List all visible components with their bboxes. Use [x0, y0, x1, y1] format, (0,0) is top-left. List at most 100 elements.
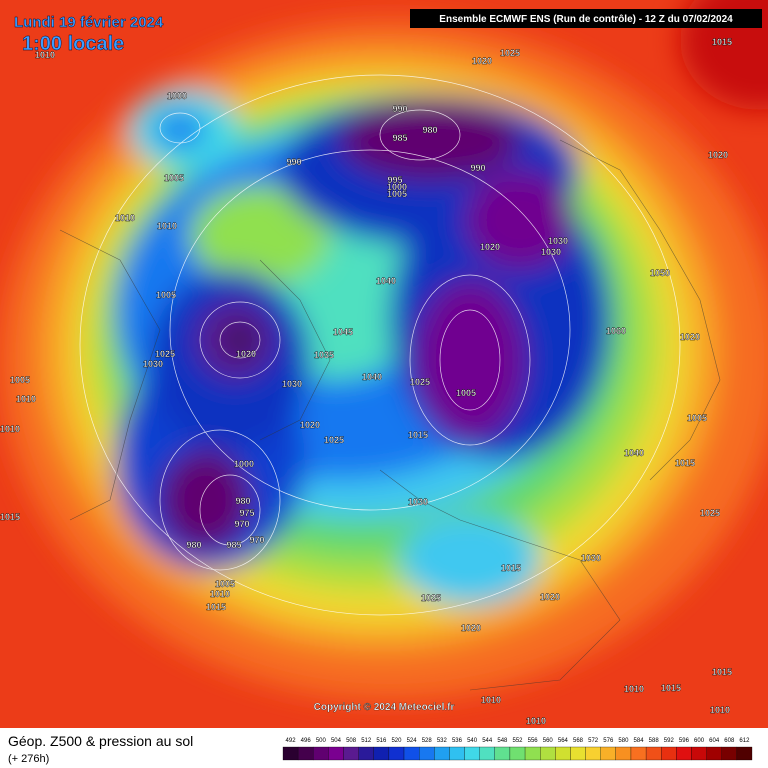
scale-swatch — [645, 746, 662, 761]
scale-label: 504 — [331, 738, 342, 744]
scale-swatch — [509, 746, 526, 761]
pressure-label: 1035 — [314, 350, 334, 360]
pressure-label: 1015 — [675, 458, 695, 468]
isobars — [79, 74, 681, 616]
pressure-label: 1025 — [500, 48, 520, 58]
scale-swatch — [328, 746, 344, 761]
pressure-label: 1010 — [16, 394, 36, 404]
scale-label: 544 — [482, 738, 493, 744]
pressure-label: 1020 — [300, 420, 320, 430]
scale-label: 512 — [361, 738, 372, 744]
scale-swatch — [661, 746, 677, 761]
pressure-label: 1010 — [526, 716, 546, 726]
pressure-label: 1040 — [362, 372, 382, 382]
pressure-labels: 1010102010251015100099098098599099010051… — [0, 37, 732, 726]
scale-label: 568 — [573, 738, 584, 744]
pressure-label: 990 — [286, 157, 301, 167]
pressure-label: 1005 — [164, 173, 184, 183]
scale-label: 540 — [467, 738, 478, 744]
pressure-label: 1025 — [155, 349, 175, 359]
scale-swatch — [600, 746, 616, 761]
pressure-label: 980 — [235, 496, 250, 506]
scale-label: 604 — [709, 738, 720, 744]
model-banner — [410, 9, 762, 28]
copyright: Copyright © 2024 Meteociel.fr — [314, 702, 455, 713]
pressure-label: 975 — [239, 508, 254, 518]
pressure-label: 1005 — [687, 413, 707, 423]
pressure-label: 970 — [234, 519, 249, 529]
pressure-label: 1010 — [710, 705, 730, 715]
scale-swatch — [570, 746, 586, 761]
scale-swatch — [540, 746, 556, 761]
pressure-label: 980 — [186, 540, 201, 550]
map-field: 1010102010251015100099098098599099010051… — [0, 0, 768, 728]
pressure-label: 1020 — [236, 349, 256, 359]
pressure-label: 1015 — [0, 512, 20, 522]
scale-label: 612 — [739, 738, 750, 744]
scale-swatch — [388, 746, 405, 761]
model-info: Ensemble ECMWF ENS (Run de contrôle) - 1… — [439, 14, 733, 25]
pressure-label: 1025 — [700, 508, 720, 518]
scale-swatch — [297, 746, 314, 761]
pressure-label: 970 — [249, 535, 264, 545]
pressure-label: 1025 — [324, 435, 344, 445]
pressure-label: 1040 — [376, 276, 396, 286]
scale-label: 556 — [528, 738, 539, 744]
pressure-label: 1015 — [712, 37, 732, 47]
scale-swatch — [434, 746, 450, 761]
scale-label: 600 — [694, 738, 705, 744]
pressure-label: 1010 — [35, 50, 55, 60]
scale-label: 588 — [649, 738, 660, 744]
scale-swatch — [449, 746, 465, 761]
scale-swatch — [524, 746, 541, 761]
product-title: Géop. Z500 & pression au sol — [8, 733, 193, 749]
pressure-label: 1010 — [115, 213, 135, 223]
pressure-label: 1010 — [0, 424, 20, 434]
pressure-label: 1015 — [501, 563, 521, 573]
scale-swatch — [555, 746, 571, 761]
pressure-label: 1060 — [606, 326, 626, 336]
pressure-label: 1000 — [167, 91, 187, 101]
scale-label: 592 — [664, 738, 675, 744]
scale-label: 564 — [558, 738, 569, 744]
pressure-label: 1015 — [408, 430, 428, 440]
scale-label: 552 — [512, 738, 523, 744]
scale-label: 560 — [543, 738, 554, 744]
pressure-label: 1030 — [143, 359, 163, 369]
scale-label: 536 — [452, 738, 463, 744]
pressure-label: 1050 — [650, 268, 670, 278]
pressure-label: 1010 — [481, 695, 501, 705]
scale-label: 500 — [316, 738, 327, 744]
pressure-label: 1000 — [387, 182, 407, 192]
scale-label: 596 — [679, 738, 690, 744]
coastlines — [59, 139, 721, 691]
time: 1:00 locale — [22, 33, 124, 55]
pressure-label: 1020 — [480, 242, 500, 252]
scale-label: 492 — [286, 738, 297, 744]
pressure-label: 1040 — [624, 448, 644, 458]
pressure-label: 990 — [470, 163, 485, 173]
scale-label: 608 — [724, 738, 735, 744]
pressure-label: 1005 — [387, 189, 407, 199]
scale-swatch — [721, 746, 738, 761]
pressure-label: 985 — [226, 540, 241, 550]
pressure-label: 980 — [422, 125, 437, 135]
pressure-label: 1015 — [661, 683, 681, 693]
pressure-label: 1020 — [540, 592, 560, 602]
scale-swatch — [736, 746, 753, 761]
pressure-label: 1005 — [215, 579, 235, 589]
scale-swatch — [706, 746, 722, 761]
scale-label: 580 — [618, 738, 629, 744]
date: Lundi 19 février 2024 — [14, 14, 164, 31]
pressure-label: 1020 — [708, 150, 728, 160]
scale-label: 528 — [422, 738, 433, 744]
pressure-label: 1025 — [410, 377, 430, 387]
pressure-label: 1030 — [282, 379, 302, 389]
scale-swatch — [313, 746, 329, 761]
scale-swatch — [585, 746, 601, 761]
scale-label: 508 — [346, 738, 357, 744]
scale-swatch — [282, 746, 299, 761]
pressure-label: 1015 — [712, 667, 732, 677]
pressure-label: 1010 — [624, 684, 644, 694]
